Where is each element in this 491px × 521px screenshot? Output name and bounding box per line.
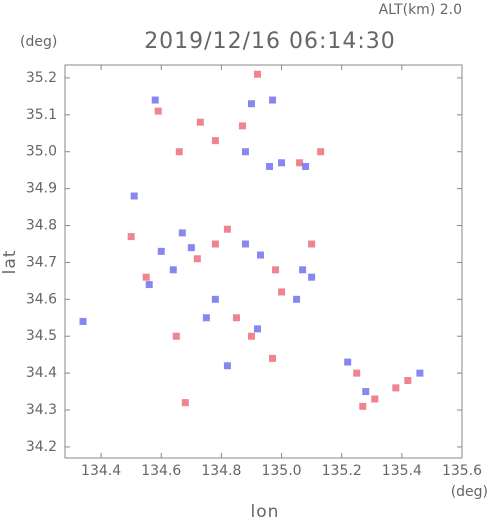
x-unit: (deg) [451,484,488,500]
echo-point [211,137,219,145]
echo-point [193,255,201,263]
echo-point [269,354,277,362]
echo-point [256,251,264,259]
echo-point [266,162,274,170]
x-axis-label: lon [251,502,280,521]
x-tick-label: 135.6 [442,463,482,479]
echo-point [187,244,195,252]
y-tick-label: 34.2 [26,439,57,455]
y-tick-label: 34.4 [26,365,57,381]
echo-point [211,240,219,248]
echo-point [130,192,138,200]
echo-point [278,288,286,296]
echo-point [175,148,183,156]
echo-point [278,159,286,167]
echo-point [353,369,361,377]
x-tick-label: 134.4 [81,463,121,479]
echo-point [151,96,159,104]
plot-frame [64,64,463,459]
echo-point [362,388,370,396]
y-tick-label: 35.1 [26,107,57,123]
y-tick-label: 34.7 [26,254,57,270]
y-tick-label: 34.8 [26,218,57,234]
x-tick-label: 135.0 [261,463,301,479]
y-tick-label: 35.0 [26,144,57,160]
echo-point [241,148,249,156]
echo-point [253,70,261,78]
y-tick-label: 34.5 [26,328,57,344]
y-axis-label: lat [0,250,20,275]
echo-point [238,122,246,130]
echo-point [416,369,424,377]
echo-point [223,225,231,233]
echo-point [232,314,240,322]
echo-point [142,273,150,281]
echo-point [253,325,261,333]
echo-point [154,107,162,115]
x-tick-label: 134.6 [141,463,181,479]
echo-point [317,148,325,156]
echo-point [223,362,231,370]
echo-point [269,96,277,104]
echo-point [172,332,180,340]
echo-point [79,317,87,325]
echo-point [308,240,316,248]
y-unit: (deg) [20,34,57,50]
echo-point [178,229,186,237]
x-tick-label: 134.8 [201,463,241,479]
x-tick-label: 135.4 [382,463,422,479]
echo-point [392,384,400,392]
echo-point [241,240,249,248]
y-tick-label: 34.9 [26,181,57,197]
echo-point [211,295,219,303]
echo-point [127,233,135,241]
echo-point [247,100,255,108]
altitude: ALT(km) 2.0 [379,2,462,18]
echo-point [296,159,304,167]
echo-point [359,402,367,410]
echo-point [293,295,301,303]
y-tick-label: 34.6 [26,291,57,307]
echo-point [145,281,153,289]
chart-title: 2019/12/16 06:14:30 [144,29,396,54]
x-tick-label: 135.2 [322,463,362,479]
echo-point [404,377,412,385]
y-tick-label: 35.2 [26,70,57,86]
echo-point [302,162,310,170]
echo-point [299,266,307,274]
echo-point [371,395,379,403]
echo-point [202,314,210,322]
echo-point [308,273,316,281]
echo-point [247,332,255,340]
echo-point [196,118,204,126]
echo-point [272,266,280,274]
echo-point [157,247,165,255]
echo-point [181,399,189,407]
echo-point [344,358,352,366]
echo-point [169,266,177,274]
y-tick-label: 34.3 [26,402,57,418]
